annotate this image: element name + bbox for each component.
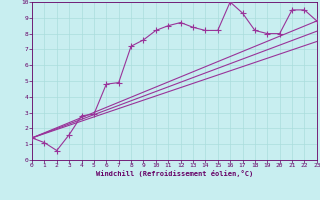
X-axis label: Windchill (Refroidissement éolien,°C): Windchill (Refroidissement éolien,°C) <box>96 170 253 177</box>
